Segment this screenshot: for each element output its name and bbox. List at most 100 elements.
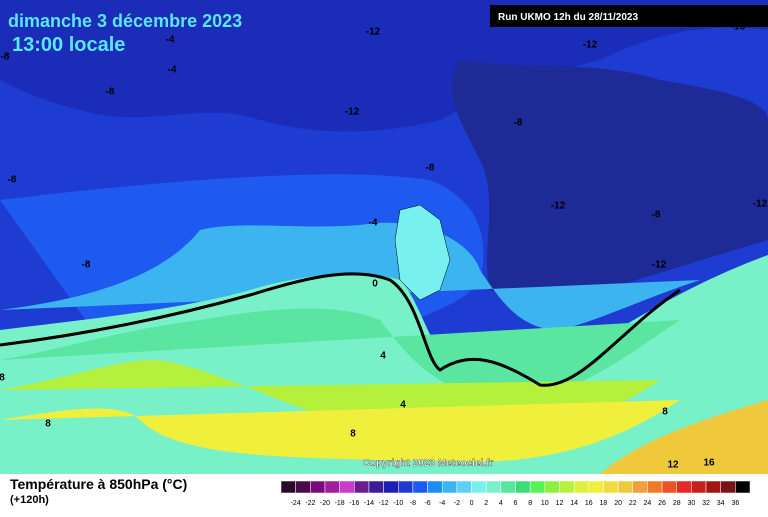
legend-swatch [573, 480, 590, 494]
british-isles [394, 204, 451, 301]
legend-label: 16 [585, 500, 593, 507]
legend-swatch [559, 480, 575, 494]
legend-swatch [500, 480, 516, 494]
contour-label: -4 [168, 65, 177, 76]
legend-label: 4 [499, 500, 503, 507]
legend-label: 36 [731, 500, 739, 507]
legend-label: -12 [379, 500, 389, 507]
legend-swatch [661, 480, 677, 494]
legend-label: -8 [410, 500, 416, 507]
run-info: Run UKMO 12h du 28/11/2023 [498, 12, 638, 23]
legend-label: -20 [320, 500, 330, 507]
legend-label: 30 [687, 500, 695, 507]
run-box [490, 5, 768, 27]
legend-swatch [471, 480, 487, 494]
legend-swatch [617, 480, 633, 494]
contour-label: -16 [731, 22, 746, 33]
legend-label: -2 [454, 500, 460, 507]
legend-swatch [735, 480, 751, 494]
legend-swatch [339, 480, 355, 494]
legend-swatch [485, 480, 502, 494]
legend-label: 8 [528, 500, 532, 507]
contour-label: -8 [514, 118, 523, 129]
hottest-band [600, 400, 768, 474]
contour-label: 8 [662, 407, 668, 418]
legend-swatch [676, 480, 692, 494]
legend-swatch [720, 480, 736, 494]
legend-swatch [603, 480, 619, 494]
date: dimanche 3 décembre 2023 [8, 11, 242, 31]
legend-swatch [383, 480, 399, 494]
contour-label: 4 [400, 400, 406, 411]
time: 13:00 locale [12, 34, 125, 56]
legend-swatch [705, 480, 721, 494]
contour-label: -12 [345, 107, 360, 118]
contour-label: -8 [82, 260, 91, 271]
warm-band [0, 308, 680, 402]
legend-swatch [456, 480, 472, 494]
contour-label: -8 [106, 87, 115, 98]
legend-label: 28 [673, 500, 681, 507]
contour-label: -4 [369, 218, 378, 229]
contour-label: -12 [366, 27, 381, 38]
legend-label: -4 [439, 500, 445, 507]
legend-swatch [647, 480, 663, 494]
legend-swatch [529, 480, 546, 494]
legend-label: 20 [614, 500, 622, 507]
contour-label: -8 [426, 163, 435, 174]
legend-swatch [398, 480, 414, 494]
legend-title: Température à 850hPa (°C) [10, 476, 187, 492]
hot-band [0, 400, 680, 462]
contour-label: -12 [583, 40, 598, 51]
legend-label: 0 [470, 500, 474, 507]
legend-swatch [544, 480, 560, 494]
legend-label: 18 [600, 500, 608, 507]
legend-label: 14 [570, 500, 578, 507]
contour-label: -8 [652, 210, 661, 221]
legend-label: 34 [717, 500, 725, 507]
legend-label: -16 [349, 500, 359, 507]
copyright: Copyright 2023 Meteociel.fr [363, 458, 494, 469]
legend-swatch [691, 480, 707, 494]
contour-label: 8 [45, 419, 51, 430]
contour-label: -12 [551, 201, 566, 212]
legend-label: 12 [556, 500, 564, 507]
legend-swatch [295, 480, 311, 494]
legend-label: -18 [335, 500, 345, 507]
contour-label: -8 [1, 52, 10, 63]
legend-label: 32 [702, 500, 710, 507]
legend-label: -24 [291, 500, 301, 507]
legend-label: 10 [541, 500, 549, 507]
cold-core [451, 60, 768, 298]
contour-label: 0 [372, 279, 378, 290]
legend-label: 2 [484, 500, 488, 507]
contour-label: -12 [753, 199, 768, 210]
contour-label: -8 [8, 175, 17, 186]
legend-swatch [515, 480, 531, 494]
contour-label: -4 [166, 35, 175, 46]
contour-label: -12 [652, 260, 667, 271]
legend-swatch [588, 480, 604, 494]
legend-swatch [412, 480, 428, 494]
legend-swatch [427, 480, 443, 494]
contour-label: 8 [0, 373, 5, 384]
legend-label: 6 [514, 500, 518, 507]
cold-region [0, 0, 768, 132]
legend-subtitle: (+120h) [10, 494, 49, 506]
legend-label: -22 [305, 500, 315, 507]
legend-label: 26 [658, 500, 666, 507]
legend-label: 22 [629, 500, 637, 507]
contour-label: 16 [703, 458, 715, 469]
legend-label: -10 [393, 500, 403, 507]
legend-swatch [354, 480, 370, 494]
legend-swatch [632, 480, 648, 494]
legend-swatch [280, 480, 296, 494]
legend-label: 24 [644, 500, 652, 507]
legend-swatch [441, 480, 458, 494]
zero-isotherm [0, 272, 681, 387]
legend-swatch [368, 480, 384, 494]
legend-swatch [324, 480, 340, 494]
contour-label: 4 [380, 351, 386, 362]
legend-swatch [310, 480, 326, 494]
